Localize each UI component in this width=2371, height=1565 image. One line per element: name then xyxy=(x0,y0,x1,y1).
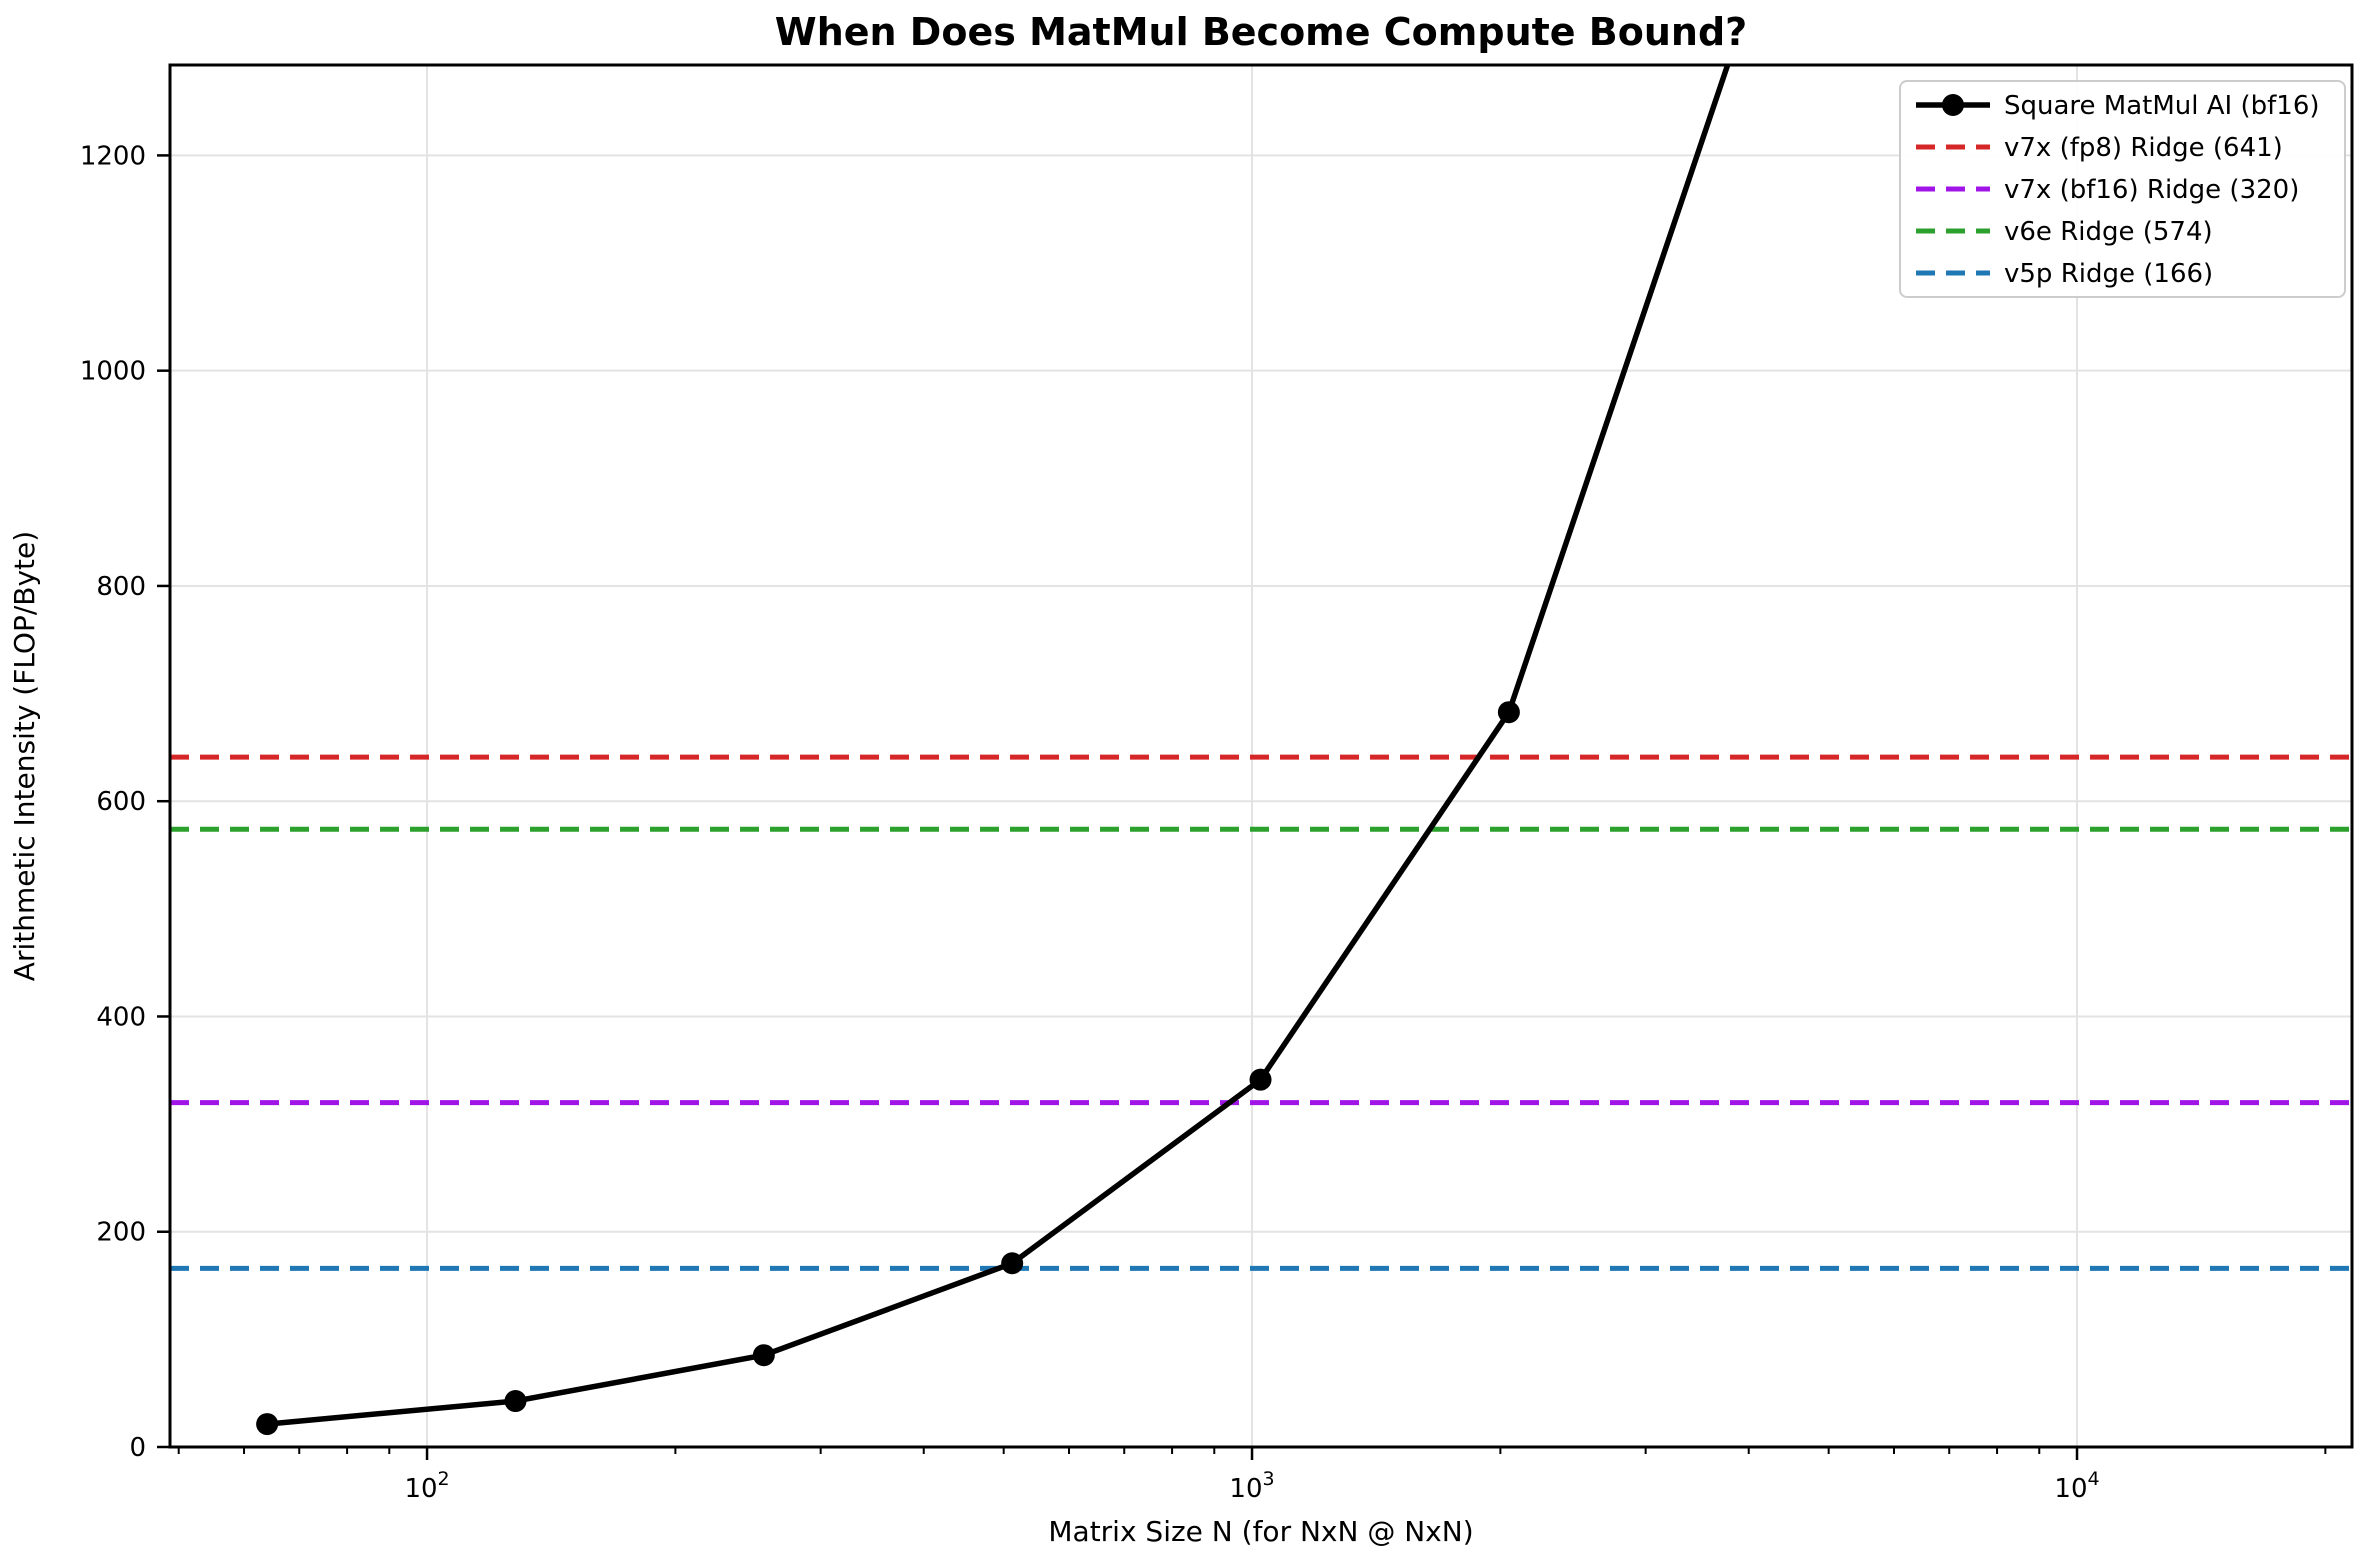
legend-sample-marker xyxy=(1942,94,1964,116)
legend-label: v7x (fp8) Ridge (641) xyxy=(2004,133,2283,163)
y-axis-label: Arithmetic Intensity (FLOP/Byte) xyxy=(8,531,41,981)
y-tick-label: 0 xyxy=(129,1433,146,1463)
y-tick-label: 800 xyxy=(96,572,146,602)
data-point-marker xyxy=(1249,1068,1272,1091)
legend-label: v5p Ridge (166) xyxy=(2004,259,2213,289)
x-axis-label: Matrix Size N (for NxN @ NxN) xyxy=(1048,1515,1473,1548)
data-point-marker xyxy=(1001,1252,1024,1275)
axes-frame xyxy=(168,63,2354,1449)
legend-label: v7x (bf16) Ridge (320) xyxy=(2004,175,2299,205)
x-tick-label: 103 xyxy=(1229,1468,1274,1504)
y-tick-label: 600 xyxy=(96,787,146,817)
legend-box xyxy=(1899,80,2346,298)
chart-title: When Does MatMul Become Compute Bound? xyxy=(775,10,1747,54)
y-tick-label: 1000 xyxy=(80,357,146,387)
axis-tick-labels: 102 103 104 0 200 400 600 800 1000 1200 xyxy=(80,141,2100,1504)
x-tick-label: 104 xyxy=(2054,1468,2099,1504)
ridge-lines xyxy=(170,754,2352,1271)
x-tick-label: 102 xyxy=(404,1468,449,1504)
data-point-marker xyxy=(752,1344,775,1367)
legend-label: Square MatMul AI (bf16) xyxy=(2004,91,2320,121)
series-square-matmul-ai xyxy=(256,65,1731,1436)
data-point-marker xyxy=(1497,701,1520,724)
y-tick-label: 1200 xyxy=(80,141,146,171)
legend-label: v6e Ridge (574) xyxy=(2004,217,2213,247)
data-point-marker xyxy=(256,1413,279,1436)
plot-frame xyxy=(168,63,2354,1449)
y-tick-label: 400 xyxy=(96,1002,146,1032)
data-point-marker xyxy=(504,1390,527,1413)
y-tick-label: 200 xyxy=(96,1218,146,1248)
legend: Square MatMul AI (bf16) v7x (fp8) Ridge (… xyxy=(1899,80,2346,298)
axis-ticks xyxy=(157,154,2327,1460)
